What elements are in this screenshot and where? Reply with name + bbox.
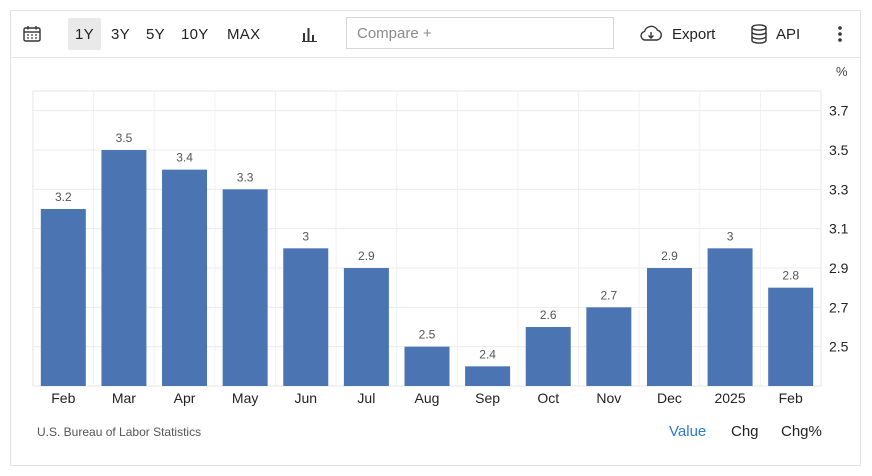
database-icon	[750, 23, 768, 45]
bar	[525, 327, 571, 386]
y-tick-label: 3.7	[829, 103, 849, 119]
x-tick-label: Mar	[112, 390, 136, 406]
api-button[interactable]: API	[750, 19, 800, 49]
data-label: 2.5	[419, 328, 436, 342]
bar	[646, 268, 692, 386]
mode-value-button[interactable]: Value	[669, 423, 707, 440]
data-label: 3.2	[55, 190, 72, 204]
cloud-download-icon	[638, 24, 664, 44]
y-tick-label: 2.9	[829, 260, 849, 276]
bar-chart: 2.5 2.7 2.9 3.1 3.3 3.5 3.7 3.2 Feb 3.5 Mar 3.4 Apr 3…	[32, 90, 849, 406]
data-label: 3.4	[176, 151, 193, 165]
chart-toolbar: 1Y 3Y 5Y 10Y MAX Export	[11, 11, 860, 58]
mode-chg-button[interactable]: Chg	[731, 423, 759, 440]
data-label: 3	[302, 229, 309, 243]
data-label: 2.6	[540, 308, 557, 322]
x-tick-label: Oct	[537, 390, 559, 406]
bar	[586, 307, 632, 386]
bar	[707, 248, 753, 386]
more-vertical-icon[interactable]	[831, 21, 849, 47]
x-tick-label: Feb	[51, 390, 75, 406]
bar	[768, 287, 814, 386]
range-5y-button[interactable]: 5Y	[146, 25, 165, 43]
y-tick-label: 2.7	[829, 299, 849, 315]
x-tick-label: Dec	[657, 390, 682, 406]
compare-input[interactable]	[346, 17, 614, 49]
bar	[343, 268, 389, 386]
x-tick-label: Jul	[357, 390, 375, 406]
x-tick-label: Feb	[779, 390, 803, 406]
api-label: API	[776, 25, 801, 43]
x-tick-label: Sep	[475, 390, 500, 406]
unit-label: %	[836, 64, 848, 79]
bar	[101, 150, 147, 386]
data-label: 3.5	[116, 131, 133, 145]
bar	[222, 189, 268, 386]
range-1y-button[interactable]: 1Y	[68, 18, 101, 50]
plot-area	[32, 90, 822, 387]
y-tick-label: 3.1	[829, 221, 849, 237]
bar	[283, 248, 329, 386]
y-tick-label: 2.5	[829, 339, 849, 355]
data-label: 2.9	[358, 249, 375, 263]
bar	[404, 346, 450, 386]
data-label: 2.9	[661, 249, 678, 263]
range-3y-button[interactable]: 3Y	[111, 25, 130, 43]
range-10y-button[interactable]: 10Y	[181, 25, 209, 43]
x-tick-label: Jun	[294, 390, 317, 406]
y-tick-label: 3.5	[829, 142, 849, 158]
data-label: 3	[727, 229, 734, 243]
x-tick-label: May	[232, 390, 258, 406]
data-label: 2.4	[479, 347, 496, 361]
x-tick-label: Apr	[174, 390, 196, 406]
x-tick-label: Nov	[596, 390, 621, 406]
bar-chart-icon[interactable]	[296, 20, 324, 48]
calendar-icon[interactable]	[19, 21, 45, 47]
x-tick-label: 2025	[714, 390, 745, 406]
source-label: U.S. Bureau of Labor Statistics	[37, 425, 202, 439]
mode-chg-pct-button[interactable]: Chg%	[781, 423, 822, 440]
bar	[162, 169, 208, 386]
data-label: 3.3	[237, 170, 254, 184]
y-tick-label: 3.3	[829, 181, 849, 197]
range-max-button[interactable]: MAX	[227, 25, 261, 43]
chart-panel: 1Y 3Y 5Y 10Y MAX Export	[10, 10, 861, 466]
bar	[465, 366, 511, 386]
export-button[interactable]: Export	[638, 19, 715, 49]
export-label: Export	[672, 25, 716, 43]
x-tick-label: Aug	[415, 390, 440, 406]
bar	[40, 209, 86, 386]
data-label: 2.8	[782, 269, 799, 283]
data-label: 2.7	[601, 288, 618, 302]
